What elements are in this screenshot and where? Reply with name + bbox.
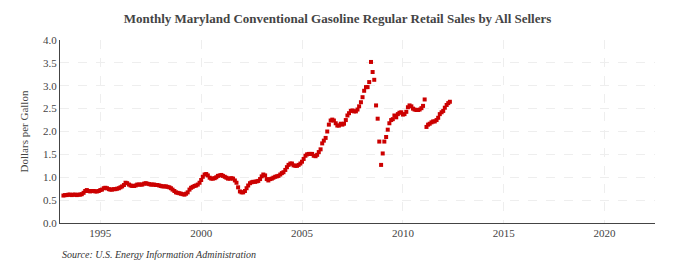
- svg-text:Dollars per Gallon: Dollars per Gallon: [18, 90, 30, 172]
- svg-text:1.0: 1.0: [43, 171, 57, 183]
- svg-text:2000: 2000: [190, 227, 213, 239]
- svg-text:1995: 1995: [89, 227, 112, 239]
- svg-text:2020: 2020: [594, 227, 617, 239]
- svg-text:2.0: 2.0: [43, 125, 57, 137]
- svg-text:2.5: 2.5: [43, 102, 57, 114]
- svg-text:3.0: 3.0: [43, 80, 57, 92]
- svg-text:0.0: 0.0: [43, 217, 57, 229]
- svg-text:Source: U.S. Energy Informatio: Source: U.S. Energy Information Administ…: [62, 249, 256, 260]
- svg-text:3.5: 3.5: [43, 57, 57, 69]
- svg-text:2015: 2015: [493, 227, 515, 239]
- svg-text:0.5: 0.5: [43, 194, 57, 206]
- svg-text:1.5: 1.5: [43, 148, 57, 160]
- svg-text:2005: 2005: [291, 227, 314, 239]
- svg-text:2010: 2010: [392, 227, 415, 239]
- svg-text:Monthly Maryland Conventional: Monthly Maryland Conventional Gasoline R…: [124, 11, 552, 26]
- svg-text:4.0: 4.0: [43, 34, 57, 46]
